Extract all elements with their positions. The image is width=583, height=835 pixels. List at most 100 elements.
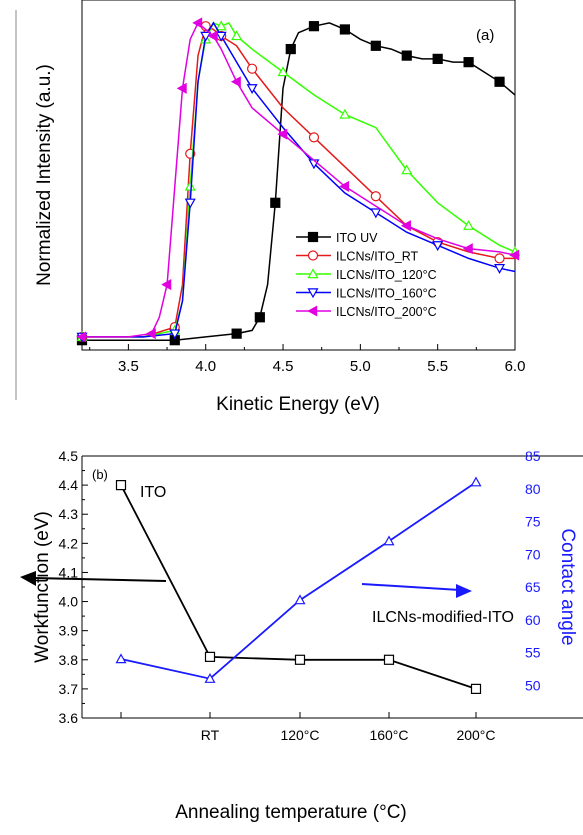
b-right-tick-label-5: 75 (525, 514, 541, 530)
a-series-3-point-14 (370, 208, 382, 219)
b-right-tick-label-6: 80 (525, 481, 541, 497)
a-series-0-point-22 (463, 57, 474, 68)
a-series-3-point-4 (184, 198, 196, 209)
a-series-0-point-20 (432, 53, 443, 64)
panel-b-x-axis-label: Annealing temperature (°C) (175, 802, 407, 823)
b-series-1-point-1 (204, 672, 216, 683)
b-series-0-point-1 (204, 651, 216, 662)
b-right-tick-label-3: 65 (525, 579, 541, 595)
b-series-line-1 (120, 481, 477, 680)
panel-a-legend: ITO UV ILCNs/ITO_RT ILCNs/ITO_120°C ILCNs/I… (296, 231, 437, 319)
b-right-tick-label-0: 50 (525, 677, 541, 693)
annotation-ito: ITO (140, 484, 166, 501)
b-left-tick-label-7: 4.3 (59, 506, 79, 522)
a-x-tick-label-1: 4.0 (195, 358, 216, 375)
a-series-line-1 (82, 25, 515, 338)
a-series-2-point-8 (215, 20, 227, 31)
a-series-2-point-16 (401, 164, 413, 175)
b-series-0-point-2 (294, 654, 306, 665)
a-series-0-point-14 (339, 24, 350, 35)
a-series-4-point-18 (401, 220, 411, 232)
b-right-tick-label-1: 55 (525, 645, 541, 661)
b-x-tick-label-3: 160°C (369, 727, 408, 743)
a-series-1-point-12 (308, 132, 320, 143)
panel-a-plot-frame (81, 0, 516, 351)
a-series-4-point-20 (462, 243, 473, 255)
a-series-1-point-14 (370, 191, 381, 202)
b-left-tick-label-2: 3.8 (59, 652, 79, 668)
b-left-tick-label-3: 3.9 (59, 623, 79, 639)
a-series-3-point-18 (494, 264, 506, 274)
legend-marker-0 (307, 231, 319, 243)
legend-marker-3 (307, 288, 319, 299)
panel-a-y-axis-label: Normalized Intensity (a.u.) (34, 64, 55, 286)
b-left-tick-label-6: 4.2 (59, 535, 79, 551)
a-series-line-4 (82, 21, 516, 338)
a-series-4-point-12 (230, 76, 241, 88)
a-series-line-3 (82, 21, 516, 338)
a-series-1-point-18 (494, 253, 505, 264)
b-right-tick-label-7: 85 (525, 448, 541, 464)
b-left-tick-label-4: 4.0 (59, 594, 79, 610)
a-series-0-point-18 (401, 50, 412, 61)
b-left-tick-label-9: 4.5 (59, 448, 79, 464)
panel-b-label-text: (b) (92, 467, 108, 482)
legend-marker-4 (307, 305, 318, 317)
legend-marker-2 (307, 268, 319, 279)
right-axis-arrow (361, 583, 472, 598)
b-series-0-point-4 (470, 683, 482, 694)
a-series-2-point-12 (277, 66, 289, 77)
panel-a-x-axis-label: Kinetic Energy (eV) (216, 394, 380, 415)
a-x-tick-label-0: 3.5 (118, 358, 139, 375)
legend-label-0: ITO UV (336, 231, 378, 245)
b-x-tick-label-2: 120°C (280, 727, 319, 743)
panel-b-y-axis-label: Workfunction (eV) (32, 511, 53, 663)
a-series-4-point-14 (277, 128, 288, 140)
b-series-0-point-3 (383, 654, 395, 665)
panel-b: 3.6 3.7 3.8 3.9 4.0 4.1 4.2 4.3 4.4 4.5 50 55 60 65 70… (20, 448, 583, 823)
panel-b-right-axis-label: Contact angle (557, 528, 578, 645)
a-series-3-point-16 (432, 241, 444, 252)
a-series-2-point-4 (184, 180, 196, 191)
a-series-0-point-6 (254, 312, 265, 323)
a-series-4-point-8 (192, 17, 203, 29)
b-series-0-point-0 (115, 480, 127, 491)
a-series-3-point-2 (169, 329, 181, 340)
a-series-0-point-4 (231, 328, 242, 339)
b-left-tick-label-8: 4.4 (59, 477, 79, 493)
b-series-1-point-4 (470, 476, 482, 487)
legend-label-4: ILCNs/ITO_200°C (336, 305, 437, 319)
b-series-1-point-0 (115, 653, 127, 664)
a-series-4-point-6 (176, 82, 187, 94)
b-right-tick-label-4: 70 (525, 546, 541, 562)
a-series-0-point-10 (285, 43, 296, 55)
panel-b-ticks: 3.6 3.7 3.8 3.9 4.0 4.1 4.2 4.3 4.4 4.5 50 55 60 65 70… (59, 448, 541, 743)
panel-a-x-ticks: 3.5 4.0 4.5 5.0 5.5 6.0 (89, 344, 526, 375)
legend-label-2: ILCNs/ITO_120°C (336, 268, 437, 282)
a-series-4-point-22 (509, 249, 520, 261)
a-series-0-point-12 (308, 21, 320, 32)
b-series-1-point-3 (383, 535, 395, 546)
a-series-2-point-18 (463, 219, 475, 230)
a-x-tick-label-2: 4.5 (273, 358, 294, 375)
b-x-tick-label-4: 200°C (456, 727, 495, 743)
left-axis-arrow (20, 571, 167, 586)
legend-label-1: ILCNs/ITO_RT (336, 250, 419, 264)
legend-marker-1 (307, 250, 319, 261)
a-series-3-point-10 (246, 84, 258, 95)
a-series-4-point-10 (207, 30, 218, 42)
a-series-2-point-14 (339, 108, 351, 119)
a-series-3-point-8 (215, 31, 227, 42)
a-x-tick-label-5: 6.0 (505, 358, 526, 375)
a-series-2-point-10 (231, 30, 243, 41)
annotation-ilcns-modified-ito: ILCNs-modified-ITO (372, 609, 514, 626)
b-left-tick-label-5: 4.1 (59, 564, 79, 580)
a-series-4-point-2 (145, 328, 156, 340)
a-series-0-point-8 (270, 197, 281, 208)
b-series-1-point-2 (294, 594, 306, 605)
panel-b-series-group (115, 476, 482, 694)
legend-label-3: ILCNs/ITO_160°C (336, 287, 437, 301)
b-left-tick-label-0: 3.6 (59, 710, 79, 726)
a-series-1-point-10 (247, 63, 258, 74)
